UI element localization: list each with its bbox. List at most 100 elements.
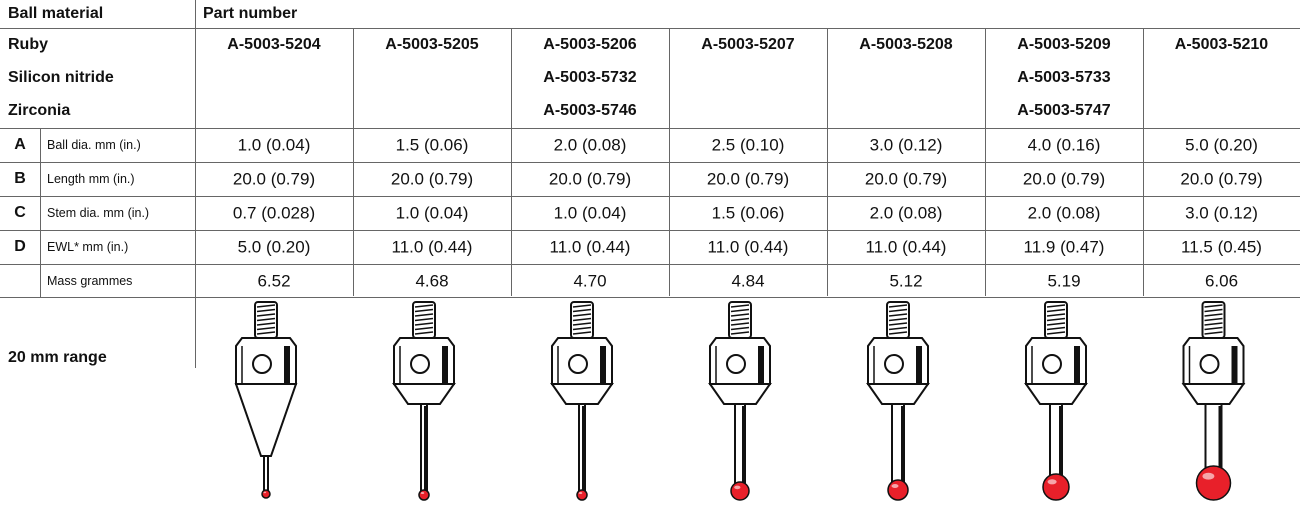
value: 2.0 (0.08): [869, 203, 943, 223]
value: 20.0 (0.79): [1180, 169, 1263, 189]
stylus-part: [442, 346, 448, 384]
stylus-part: [256, 304, 276, 308]
stylus-part: [1231, 346, 1238, 384]
stylus-part: [414, 304, 434, 308]
rule: [0, 264, 1300, 265]
rule: [40, 128, 41, 297]
stylus-part: [1046, 317, 1066, 322]
value: 20.0 (0.79): [1022, 169, 1106, 189]
stylus-part: [572, 304, 592, 308]
stylus-part: [263, 455, 269, 495]
stylus-part: [730, 313, 750, 317]
stylus-part: [1199, 354, 1220, 374]
stylus-part: [1204, 317, 1223, 322]
row-label: Mass grammes: [47, 273, 133, 288]
stylus-part: [730, 308, 750, 313]
stylus-part: [234, 383, 298, 457]
stylus-part: [568, 354, 588, 374]
value: 3.0 (0.12): [1185, 203, 1258, 223]
stylus-part: [572, 313, 592, 317]
stylus-part: [550, 383, 614, 405]
stylus-part: [1046, 313, 1066, 317]
value: 3.0 (0.12): [869, 135, 943, 155]
stylus-part: [901, 406, 903, 486]
row-label: Length mm (in.): [47, 171, 135, 186]
stylus-part: [252, 354, 272, 374]
value: 20.0 (0.79): [864, 169, 948, 189]
stylus-part: [1204, 313, 1223, 317]
rule: [0, 230, 1300, 231]
value: 2.0 (0.08): [553, 135, 627, 155]
stylus-part: [730, 322, 750, 326]
value: 4.68: [415, 271, 449, 290]
stylus-part: [888, 313, 908, 317]
value: 4.70: [573, 271, 607, 290]
stylus-part: [887, 479, 909, 501]
stylus-part: [1074, 346, 1080, 384]
stylus-part: [730, 317, 750, 322]
stylus-part: [734, 485, 741, 490]
value: 5.12: [889, 271, 923, 290]
rule: [0, 297, 1300, 298]
part-number: A-5003-5747: [1017, 102, 1111, 119]
stylus-part: [572, 326, 592, 331]
stylus-part: [726, 354, 746, 374]
stylus-part: [1042, 473, 1070, 501]
stylus-part: [730, 331, 750, 335]
range-label: 20 mm range: [8, 349, 107, 366]
row-letter: D: [14, 238, 26, 255]
stylus-part: [424, 406, 426, 491]
part-number: A-5003-5210: [1174, 36, 1269, 53]
header-cell: Part number: [203, 5, 298, 22]
stylus-part: [730, 481, 750, 501]
value: 1.5 (0.06): [711, 203, 785, 223]
stylus-part: [256, 308, 276, 313]
row-label: Stem dia. mm (in.): [47, 205, 150, 220]
value: 20.0 (0.79): [232, 169, 316, 189]
value: 5.0 (0.20): [1185, 135, 1258, 155]
stylus-part: [263, 491, 267, 494]
stylus-part: [730, 304, 750, 308]
value: 5.0 (0.20): [237, 237, 311, 257]
stylus-part: [1218, 406, 1221, 479]
stylus-part: [414, 322, 434, 326]
stylus-part: [1046, 322, 1066, 326]
stylus-part: [730, 326, 750, 331]
value: 1.0 (0.04): [395, 203, 469, 223]
stylus-part: [888, 326, 908, 331]
stylus-part: [888, 331, 908, 335]
part-number: A-5003-5208: [859, 36, 953, 53]
stylus-part: [1046, 326, 1066, 331]
part-number: A-5003-5209: [1017, 36, 1111, 53]
stylus-part: [582, 406, 584, 491]
value: 6.52: [257, 271, 291, 290]
part-number: A-5003-5205: [385, 36, 479, 53]
stylus-part: [1195, 465, 1232, 501]
stylus-part: [572, 317, 592, 322]
value: 1.0 (0.04): [237, 135, 311, 155]
stylus-part: [414, 313, 434, 317]
stylus-part: [888, 308, 908, 313]
material: Silicon nitride: [8, 69, 114, 86]
stylus-part: [418, 489, 430, 501]
stylus-part: [866, 383, 930, 405]
stylus-part: [891, 484, 899, 488]
stylus-part: [1204, 326, 1223, 331]
rule: [0, 196, 1300, 197]
stylus-part: [888, 317, 908, 322]
part-number: A-5003-5733: [1017, 69, 1111, 86]
value: 1.0 (0.04): [553, 203, 627, 223]
value: 6.06: [1204, 271, 1239, 290]
material: Zirconia: [8, 102, 71, 119]
stylus-part: [284, 346, 290, 384]
value: 4.84: [731, 271, 765, 290]
rule: [0, 162, 1300, 163]
stylus-part: [1204, 322, 1223, 326]
row-letter: C: [14, 204, 26, 221]
stylus-part: [414, 317, 434, 322]
stylus-part: [1042, 354, 1062, 374]
stylus-part: [916, 346, 922, 384]
stylus-part: [1047, 479, 1057, 485]
stylus-part: [414, 308, 434, 313]
